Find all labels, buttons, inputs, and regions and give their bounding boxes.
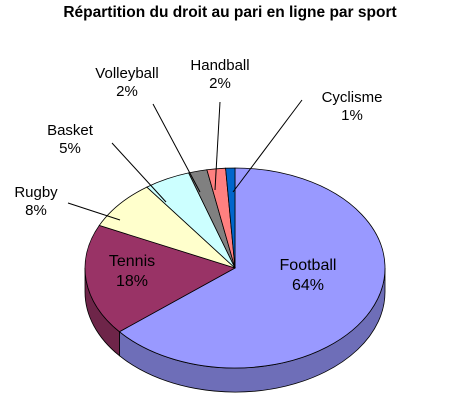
leader-line-volleyball <box>152 103 201 193</box>
slice-value-tennis: 18% <box>116 273 148 290</box>
slice-label-handball: Handball <box>190 57 249 74</box>
slice-value-rugby: 8% <box>25 202 47 219</box>
leader-line-handball <box>214 101 221 191</box>
slice-label-basket: Basket <box>47 122 94 139</box>
slice-value-cyclisme: 1% <box>341 107 363 124</box>
slice-tennis <box>84 224 237 333</box>
slice-label-cyclisme: Cyclisme <box>322 89 383 106</box>
chart-title: Répartition du droit au pari en ligne pa… <box>63 4 397 21</box>
slice-cyclisme <box>225 167 236 269</box>
slice-value-basket: 5% <box>59 140 81 157</box>
slice-value-volleyball: 2% <box>116 83 138 100</box>
slice-football <box>118 167 386 369</box>
slice-label-rugby: Rugby <box>14 184 58 201</box>
slice-label-football: Football <box>280 257 337 274</box>
slice-value-handball: 2% <box>209 75 231 92</box>
leader-line-basket <box>111 142 167 203</box>
slice-label-volleyball: Volleyball <box>95 65 158 82</box>
slice-value-football: 64% <box>292 277 324 294</box>
leader-line-cyclisme <box>232 99 303 193</box>
leader-line-rugby <box>67 202 121 221</box>
slice-label-tennis: Tennis <box>109 253 155 270</box>
